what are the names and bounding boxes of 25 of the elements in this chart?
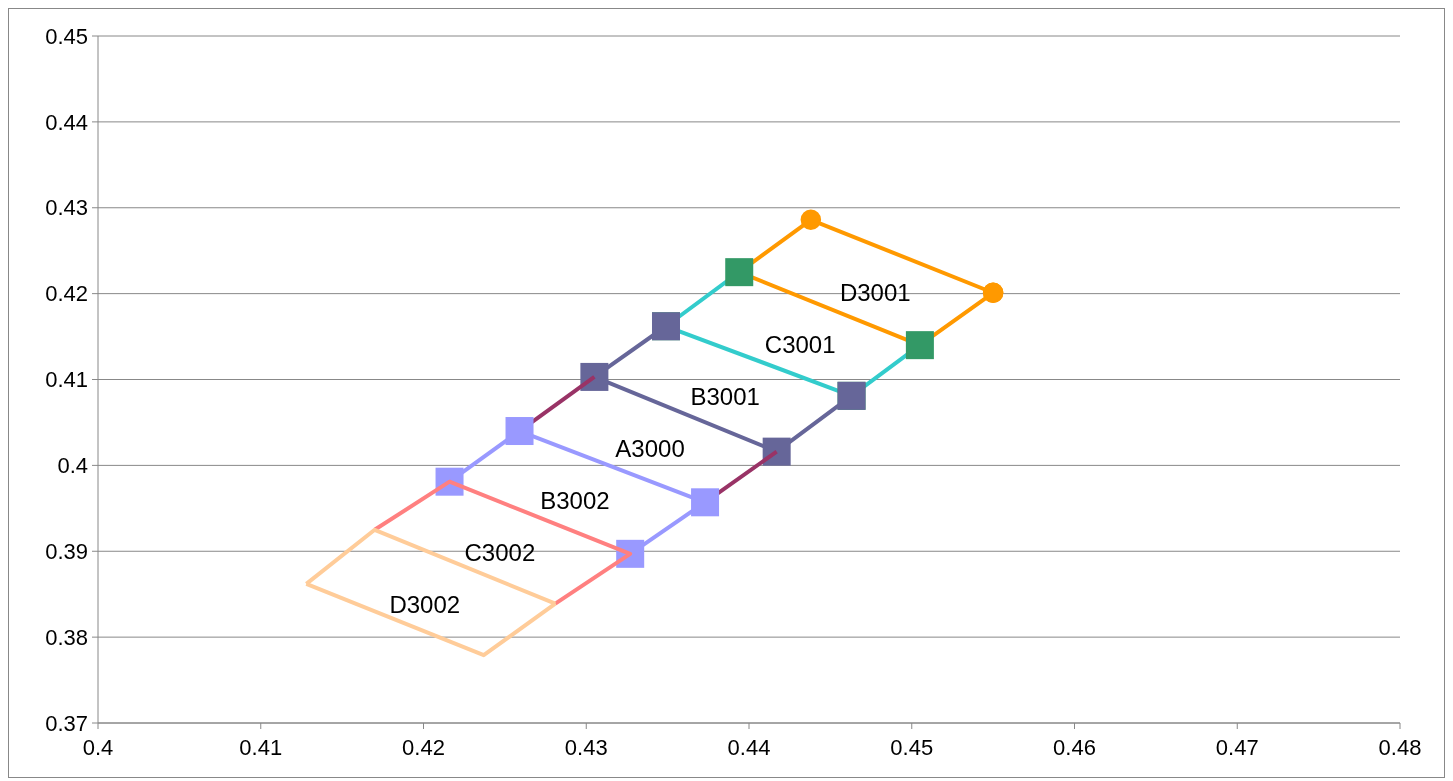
y-tick-label: 0.44 [45,109,88,135]
annotation: A3000 [615,434,685,462]
x-tick-label: 0.46 [1053,735,1096,760]
y-tick-label: 0.38 [45,624,88,650]
y-tick-label: 0.41 [45,367,88,393]
annotation: D3001 [839,278,911,306]
x-tick-label: 0.4 [82,735,114,760]
x-tick-label: 0.45 [890,735,934,760]
annotation: C3001 [764,330,836,358]
annotation: B3002 [540,487,610,515]
y-tick-label: 0.42 [45,281,88,307]
x-tick-label: 0.43 [564,735,608,760]
x-tick-label: 0.44 [727,735,771,760]
y-tick-label: 0.43 [45,195,88,221]
annotation: C3002 [464,539,536,567]
y-tick-label: 0.37 [45,710,88,736]
x-tick-label: 0.42 [402,735,445,760]
x-tick-label: 0.47 [1215,735,1259,760]
x-tick-label: 0.48 [1378,735,1422,760]
annotation: B3001 [690,382,760,410]
annotation: D3002 [389,591,461,619]
y-tick-label: 0.45 [45,23,88,49]
y-tick-label: 0.4 [57,453,88,479]
x-tick-label: 0.41 [239,735,283,760]
y-tick-label: 0.39 [45,538,88,564]
